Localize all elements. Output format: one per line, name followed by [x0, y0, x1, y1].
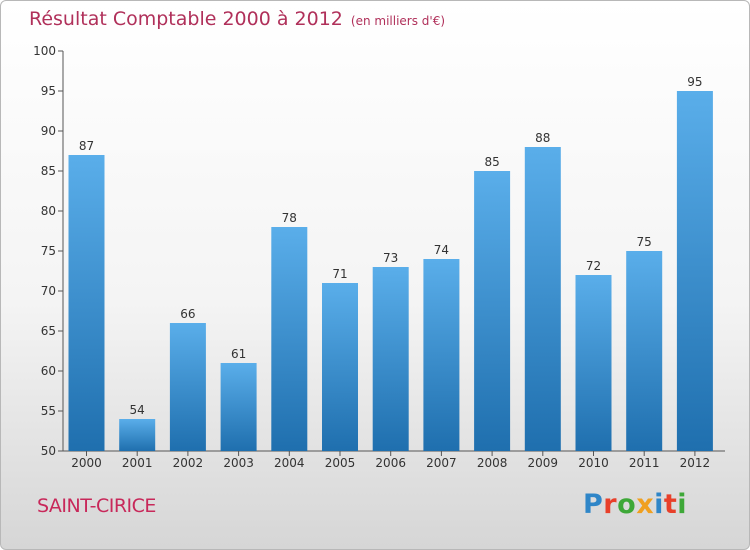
bar — [524, 147, 561, 451]
logo-letter: i — [654, 489, 664, 520]
bar — [575, 275, 612, 451]
data-label: 88 — [535, 131, 550, 145]
x-tick-label: 2001 — [122, 456, 153, 470]
logo-letter: r — [603, 489, 618, 520]
x-tick-label: 2006 — [375, 456, 406, 470]
y-tick-label: 75 — [41, 244, 56, 258]
logo-letter: P — [583, 489, 604, 520]
y-tick-label: 50 — [41, 444, 56, 458]
bar — [271, 227, 308, 451]
y-tick-label: 100 — [33, 44, 56, 58]
bar — [220, 363, 257, 451]
bar — [676, 91, 713, 451]
bar — [169, 323, 206, 451]
data-label: 73 — [383, 251, 398, 265]
x-tick-label: 2003 — [223, 456, 254, 470]
y-tick-label: 80 — [41, 204, 56, 218]
data-label: 74 — [434, 243, 449, 257]
chart-title-unit: (en milliers d'€) — [350, 14, 446, 28]
commune-name: SAINT-CIRICE — [37, 495, 156, 517]
data-label: 78 — [282, 211, 297, 225]
y-tick-label: 55 — [41, 404, 56, 418]
x-tick-label: 2009 — [528, 456, 559, 470]
bar — [322, 283, 358, 451]
x-tick-label: 2005 — [325, 456, 356, 470]
x-tick-label: 2004 — [274, 456, 305, 470]
x-tick-label: 2010 — [578, 456, 609, 470]
logo-letter: o — [617, 489, 637, 520]
x-tick-label: 2008 — [477, 456, 508, 470]
logo-letter: t — [663, 489, 678, 520]
x-tick-label: 2002 — [173, 456, 204, 470]
data-label: 66 — [180, 307, 195, 321]
data-label: 75 — [637, 235, 652, 249]
data-label: 54 — [130, 403, 145, 417]
y-tick-label: 95 — [41, 84, 56, 98]
proxiti-logo: Proxiti — [583, 489, 687, 520]
bar — [626, 251, 663, 451]
bar — [119, 419, 156, 451]
y-tick-label: 85 — [41, 164, 56, 178]
logo-letter: x — [636, 489, 655, 520]
y-tick-label: 60 — [41, 364, 56, 378]
data-label: 72 — [586, 259, 601, 273]
bar — [423, 259, 460, 451]
chart-title: Résultat Comptable 2000 à 2012 (en millie… — [29, 8, 445, 30]
bar — [68, 155, 105, 451]
y-tick-label: 70 — [41, 284, 56, 298]
data-label: 87 — [79, 139, 94, 153]
y-tick-label: 90 — [41, 124, 56, 138]
data-label: 95 — [687, 75, 702, 89]
bar — [474, 171, 511, 451]
bar — [372, 267, 409, 451]
x-tick-label: 2000 — [71, 456, 102, 470]
x-tick-label: 2011 — [629, 456, 660, 470]
chart-title-text: Résultat Comptable 2000 à 2012 — [29, 8, 343, 30]
logo-letter: i — [677, 489, 688, 520]
y-tick-label: 65 — [41, 324, 56, 338]
data-label: 61 — [231, 347, 246, 361]
x-tick-label: 2007 — [426, 456, 457, 470]
data-label: 71 — [332, 267, 347, 281]
data-label: 85 — [484, 155, 499, 169]
x-tick-label: 2012 — [680, 456, 711, 470]
